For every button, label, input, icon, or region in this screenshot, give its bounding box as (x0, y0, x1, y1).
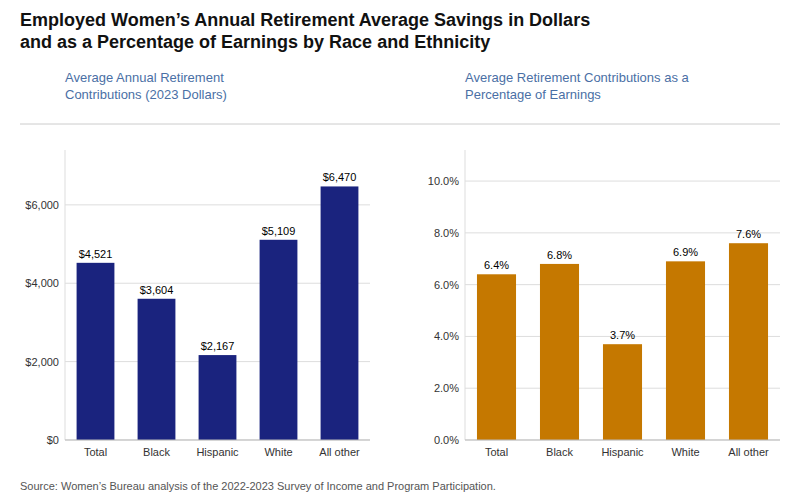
divider (20, 124, 780, 125)
y-tick-label: 4.0% (434, 330, 459, 342)
grid-line (465, 181, 780, 182)
x-tick-label: Hispanic (601, 446, 644, 458)
data-label: 3.7% (610, 329, 635, 341)
bar (138, 299, 176, 440)
x-axis-line (465, 440, 780, 441)
y-axis-line (65, 150, 66, 440)
panel: Average Annual RetirementContributions (… (25, 70, 370, 458)
y-tick-label: 10.0% (428, 175, 459, 187)
x-tick-label: Total (485, 446, 508, 458)
data-label: $5,109 (262, 225, 296, 237)
y-tick-label: $4,000 (25, 277, 59, 289)
data-label: $3,604 (140, 284, 174, 296)
x-tick-label: Black (546, 446, 573, 458)
grid-line (465, 232, 780, 233)
x-tick-label: Total (84, 446, 107, 458)
bar (729, 243, 768, 440)
panel: Average Retirement Contributions as aPer… (428, 70, 780, 458)
x-tick-label: Black (143, 446, 170, 458)
subtitle: Average Retirement Contributions as aPer… (465, 70, 690, 102)
bar (321, 186, 359, 440)
data-label: 6.9% (673, 246, 698, 258)
grid-line (65, 440, 370, 441)
y-tick-label: $6,000 (25, 199, 59, 211)
data-label: $2,167 (201, 340, 235, 352)
x-tick-label: All other (728, 446, 769, 458)
grid-line (465, 440, 780, 441)
data-label: $6,470 (323, 171, 357, 183)
chart-svg: Employed Women’s Annual Retirement Avera… (0, 0, 800, 500)
x-tick-label: White (264, 446, 292, 458)
bar (199, 355, 237, 440)
bar (666, 261, 705, 440)
y-tick-label: $2,000 (25, 356, 59, 368)
y-tick-label: 2.0% (434, 382, 459, 394)
y-tick-label: 8.0% (434, 227, 459, 239)
x-tick-label: All other (319, 446, 360, 458)
y-tick-label: 6.0% (434, 279, 459, 291)
data-label: 6.4% (484, 259, 509, 271)
y-tick-label: 0.0% (434, 434, 459, 446)
bars (77, 186, 359, 440)
x-axis-line (65, 440, 370, 441)
chart-container: Employed Women’s Annual Retirement Avera… (0, 0, 800, 500)
source-note: Source: Women’s Bureau analysis of the 2… (20, 480, 496, 492)
bar (260, 240, 298, 440)
bar (603, 344, 642, 440)
subtitle: Average Annual RetirementContributions (… (65, 70, 227, 102)
data-label: 6.8% (547, 249, 572, 261)
y-axis-line (465, 150, 466, 440)
bar (77, 263, 115, 440)
data-label: $4,521 (79, 248, 113, 260)
data-label: 7.6% (736, 228, 761, 240)
x-tick-label: Hispanic (196, 446, 239, 458)
x-tick-label: White (671, 446, 699, 458)
bars (477, 243, 768, 440)
bar (540, 264, 579, 440)
y-tick-label: $0 (47, 434, 59, 446)
title: Employed Women’s Annual Retirement Avera… (20, 10, 590, 52)
bar (477, 274, 516, 440)
